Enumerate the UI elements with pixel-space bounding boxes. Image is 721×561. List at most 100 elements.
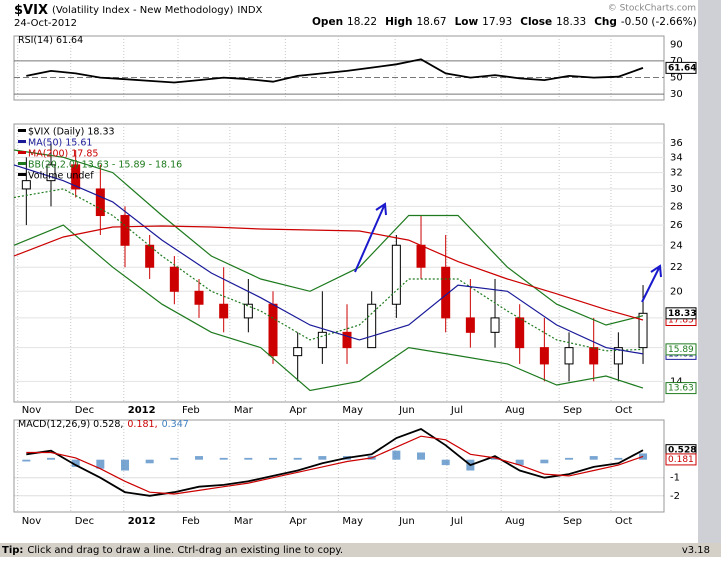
x-tick-label: Dec	[75, 516, 94, 527]
histogram-bar	[540, 459, 549, 464]
legend-swatch	[18, 173, 26, 176]
histogram-bar	[170, 457, 179, 460]
candle-body	[268, 303, 278, 357]
last-value-box	[665, 61, 697, 74]
legend-entry: Volume undef	[28, 171, 94, 182]
quote-label: Low	[455, 16, 479, 28]
candle-body	[46, 164, 56, 182]
panel-frame	[13, 35, 665, 101]
x-tick-label: Jul	[450, 405, 463, 416]
x-tick-label: Jun	[398, 405, 415, 416]
legend-entry: 0.181,	[127, 419, 157, 430]
x-tick-label: Apr	[289, 516, 307, 527]
histogram-bar	[269, 457, 278, 460]
candle-body	[490, 317, 500, 333]
y-tick-label: 30	[670, 184, 683, 195]
candle-body	[243, 303, 253, 319]
histogram-bar	[293, 457, 302, 460]
x-tick-label: 2012	[128, 405, 156, 416]
y-tick-label: 36	[670, 138, 683, 149]
x-tick-label: Aug	[505, 516, 525, 527]
candle-body	[589, 347, 599, 365]
last-value: 15.89	[668, 345, 694, 355]
legend-entry: BB(20,2.0) 13.63 - 15.89 - 18.16	[28, 160, 182, 171]
last-value: 18.33	[668, 309, 696, 319]
histogram-bar	[589, 456, 598, 460]
legend: MACD(12,26,9) 0.528, 0.181, 0.347	[18, 419, 189, 430]
x-tick-label: Aug	[505, 405, 525, 416]
y-tick-label: 14	[670, 376, 683, 387]
y-tick-label: 26	[670, 220, 683, 231]
panel-frame	[13, 123, 665, 403]
histogram-bar	[565, 457, 574, 460]
x-tick-label: Nov	[22, 405, 42, 416]
symbol: $VIX	[14, 3, 48, 18]
last-value: 13.63	[668, 384, 694, 394]
histogram-bar	[515, 459, 524, 466]
candle-body	[564, 347, 574, 365]
legend-entry: $VIX (Daily) 18.33	[28, 127, 115, 138]
y-tick-label: -2	[670, 491, 680, 502]
bb-lower	[13, 224, 644, 392]
candle-body	[293, 347, 303, 357]
x-tick-label: Mar	[234, 405, 254, 416]
histogram-bar	[145, 459, 154, 464]
quote-value: 18.22	[347, 16, 377, 28]
y-tick-label: 50	[670, 73, 683, 84]
quote-label: Open	[312, 16, 343, 28]
last-value-box	[665, 382, 697, 395]
candle-body	[317, 331, 327, 349]
quote-value: 18.33	[556, 16, 586, 28]
tip: Tip: Click and drag to draw a line. Ctrl-…	[2, 545, 343, 556]
legend-swatch	[18, 162, 26, 165]
quote-label: Close	[520, 16, 552, 28]
candle-body	[71, 164, 81, 190]
exchange: INDX	[237, 5, 262, 16]
legend-swatch	[18, 151, 26, 154]
histogram-bar	[318, 456, 327, 460]
candle-body	[416, 244, 426, 268]
candle-body	[613, 347, 623, 365]
x-tick-label: May	[342, 405, 363, 416]
x-tick-label: Sep	[563, 405, 582, 416]
candle-body	[219, 303, 229, 319]
x-tick-label: 2012	[128, 516, 156, 527]
histogram-bar	[96, 459, 105, 469]
quote-value: -0.50 (-2.66%)	[621, 16, 697, 28]
indicator-line	[26, 427, 644, 497]
y-tick-label: 20	[670, 286, 683, 297]
x-tick-label: Mar	[234, 516, 254, 527]
tip-label: Tip:	[2, 545, 23, 556]
histogram-bar	[195, 456, 204, 460]
quote-value: 18.67	[417, 16, 447, 28]
y-tick-label: 70	[670, 56, 683, 67]
annotation-arrows	[354, 202, 662, 303]
symbol-name: (Volatility Index - New Methodology)	[52, 5, 234, 16]
last-value-box	[665, 343, 697, 356]
last-value: 0.528	[668, 446, 696, 456]
x-tick-label: Sep	[563, 516, 582, 527]
tip-text: Click and drag to draw a line. Ctrl-drag…	[27, 545, 343, 556]
quote-label: Chg	[594, 16, 617, 28]
y-tick-label: 90	[670, 39, 683, 50]
x-tick-label: Feb	[182, 516, 200, 527]
histogram-bar	[614, 457, 623, 460]
legend: RSI(14) 61.64	[18, 35, 83, 46]
histogram-bar	[121, 459, 130, 471]
y-tick-label: 30	[670, 89, 683, 100]
x-tick-label: May	[342, 516, 363, 527]
credit: © StockCharts.com	[608, 4, 696, 14]
y-tick-label: 22	[670, 262, 683, 273]
panel-frame	[13, 419, 665, 513]
histogram-bar	[71, 459, 80, 467]
legend-entry: 0.347	[162, 419, 189, 430]
arrow	[641, 264, 662, 303]
candle-body	[342, 331, 352, 349]
candle-body	[120, 215, 130, 246]
bb-upper	[13, 149, 644, 326]
arrow	[354, 202, 387, 273]
x-tick-label: Oct	[615, 405, 632, 416]
candle-body	[21, 180, 31, 190]
last-value: 17.85	[668, 316, 694, 326]
